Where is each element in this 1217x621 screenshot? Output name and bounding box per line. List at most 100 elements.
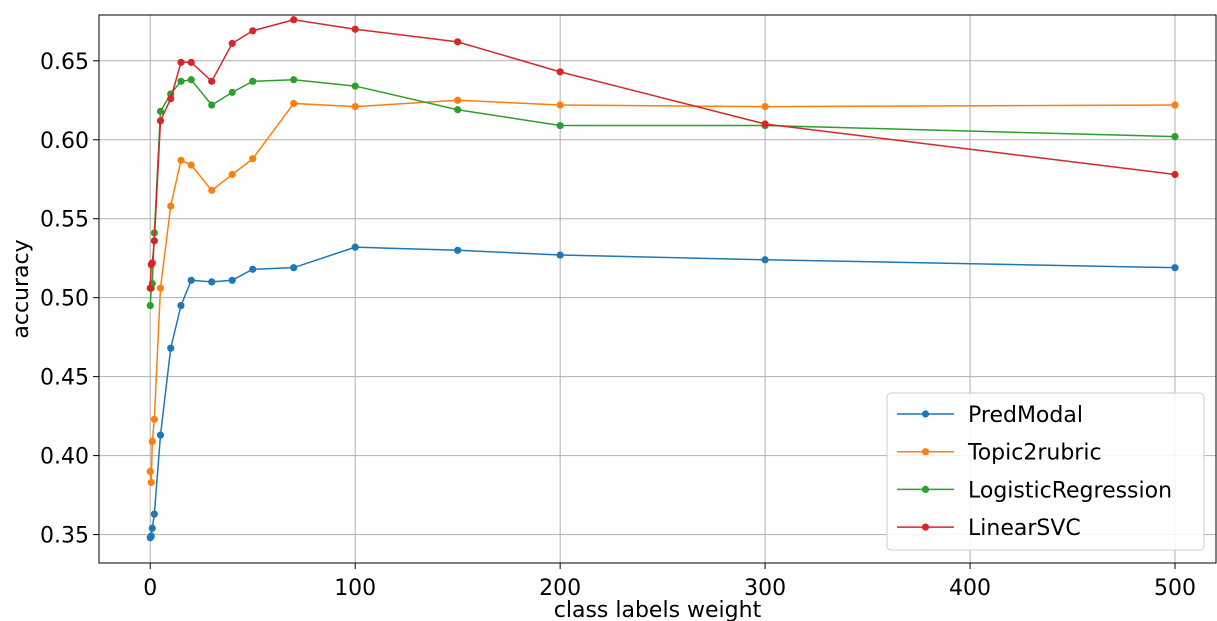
y-tick-label: 0.40 xyxy=(40,445,89,470)
data-point-linearsvc xyxy=(156,117,165,125)
data-point-logisticregression xyxy=(177,77,185,85)
legend-label-linearsvc: LinearSVC xyxy=(968,516,1081,541)
data-point-topic2rubric xyxy=(148,437,156,445)
data-point-logisticregression xyxy=(187,76,195,84)
y-tick-label: 0.65 xyxy=(40,50,89,75)
data-point-predmodal xyxy=(177,301,185,310)
data-point-linearsvc xyxy=(249,27,257,35)
legend-marker-topic2rubric xyxy=(921,448,930,456)
data-point-linearsvc xyxy=(177,58,185,66)
legend-item-logisticregression: LogisticRegression xyxy=(897,478,1172,503)
y-tick-label: 0.55 xyxy=(40,208,89,233)
data-point-logisticregression xyxy=(556,121,564,130)
legend-label-predmodal: PredModal xyxy=(968,403,1083,428)
series-predmodal xyxy=(146,243,1179,542)
series-line-linearsvc xyxy=(149,18,1176,289)
data-point-topic2rubric xyxy=(187,161,195,169)
data-point-linearsvc xyxy=(228,39,236,48)
data-point-predmodal xyxy=(148,524,156,532)
data-point-topic2rubric xyxy=(177,156,185,164)
y-axis-ticks: 0.35 0.40 0.45 0.50 0.55 0.60 0.65 xyxy=(40,50,99,549)
data-point-predmodal xyxy=(187,276,195,284)
data-point-topic2rubric xyxy=(1171,101,1179,109)
data-point-logisticregression xyxy=(208,101,216,109)
data-point-predmodal xyxy=(1171,264,1179,272)
y-tick-label: 0.60 xyxy=(40,129,89,154)
data-point-logisticregression xyxy=(454,106,462,114)
legend-marker-predmodal xyxy=(921,410,930,418)
data-point-logisticregression xyxy=(249,77,257,85)
x-axis-label: class labels weight xyxy=(554,598,762,621)
data-point-topic2rubric xyxy=(208,186,216,194)
data-point-logisticregression xyxy=(290,76,298,84)
x-tick-label: 300 xyxy=(744,576,786,601)
data-point-predmodal xyxy=(290,264,298,272)
series-line-logisticregression xyxy=(149,78,1176,306)
series-layer xyxy=(146,16,1179,542)
x-tick-label: 500 xyxy=(1154,576,1196,601)
data-point-predmodal xyxy=(147,532,155,540)
data-point-linearsvc xyxy=(290,16,298,24)
data-point-linearsvc xyxy=(761,120,769,128)
data-point-predmodal xyxy=(454,246,462,254)
legend-item-predmodal: PredModal xyxy=(897,403,1083,428)
data-point-predmodal xyxy=(150,510,158,518)
legend-marker-linearsvc xyxy=(921,523,930,531)
legend: PredModal Topic2rubric LogisticRegression L… xyxy=(886,392,1205,551)
data-point-topic2rubric xyxy=(761,102,769,111)
data-point-topic2rubric xyxy=(290,99,298,108)
data-point-linearsvc xyxy=(187,58,195,66)
data-point-topic2rubric xyxy=(150,415,158,423)
data-point-linearsvc xyxy=(1171,170,1179,179)
data-point-topic2rubric xyxy=(454,96,462,104)
data-point-topic2rubric xyxy=(156,284,165,292)
legend-label-topic2rubric: Topic2rubric xyxy=(967,441,1102,466)
legend-item-topic2rubric: Topic2rubric xyxy=(897,441,1102,466)
x-tick-label: 100 xyxy=(334,576,376,601)
series-logisticregression xyxy=(146,76,1179,310)
y-axis-label: accuracy xyxy=(9,239,34,338)
legend-marker-logisticregression xyxy=(921,485,930,493)
data-point-linearsvc xyxy=(146,284,154,292)
y-tick-label: 0.35 xyxy=(40,524,89,549)
data-point-linearsvc xyxy=(351,25,359,33)
data-point-predmodal xyxy=(156,431,165,439)
data-point-topic2rubric xyxy=(146,467,154,476)
x-tick-label: 200 xyxy=(539,576,581,601)
data-point-predmodal xyxy=(249,265,257,273)
data-point-linearsvc xyxy=(454,38,462,46)
legend-label-logisticregression: LogisticRegression xyxy=(968,478,1172,503)
y-tick-label: 0.45 xyxy=(40,366,89,391)
data-point-linearsvc xyxy=(150,237,158,245)
data-point-linearsvc xyxy=(556,68,564,76)
data-point-predmodal xyxy=(556,251,564,259)
data-point-topic2rubric xyxy=(228,170,236,179)
data-point-logisticregression xyxy=(351,82,359,90)
x-tick-label: 400 xyxy=(949,576,991,601)
series-topic2rubric xyxy=(146,96,1179,487)
data-point-linearsvc xyxy=(208,77,216,85)
data-point-predmodal xyxy=(228,276,236,284)
data-point-logisticregression xyxy=(228,88,236,96)
data-point-predmodal xyxy=(208,278,216,286)
data-point-topic2rubric xyxy=(556,101,564,109)
legend-item-linearsvc: LinearSVC xyxy=(897,516,1081,541)
data-point-linearsvc xyxy=(148,259,156,267)
data-point-logisticregression xyxy=(156,107,165,115)
data-point-linearsvc xyxy=(167,95,175,103)
series-linearsvc xyxy=(146,16,1179,292)
data-point-predmodal xyxy=(167,344,175,352)
plot-frame xyxy=(98,14,1217,564)
data-point-topic2rubric xyxy=(351,102,359,111)
data-point-predmodal xyxy=(351,243,359,251)
x-axis-ticks: 0 100 200 300 400 500 xyxy=(143,563,1196,601)
x-tick-label: 0 xyxy=(143,576,157,601)
data-point-topic2rubric xyxy=(147,478,155,487)
data-point-topic2rubric xyxy=(249,155,257,163)
data-point-logisticregression xyxy=(146,301,154,310)
data-point-topic2rubric xyxy=(167,202,175,210)
legend-box xyxy=(886,392,1205,551)
data-point-logisticregression xyxy=(1171,133,1179,141)
y-tick-label: 0.50 xyxy=(40,287,89,312)
